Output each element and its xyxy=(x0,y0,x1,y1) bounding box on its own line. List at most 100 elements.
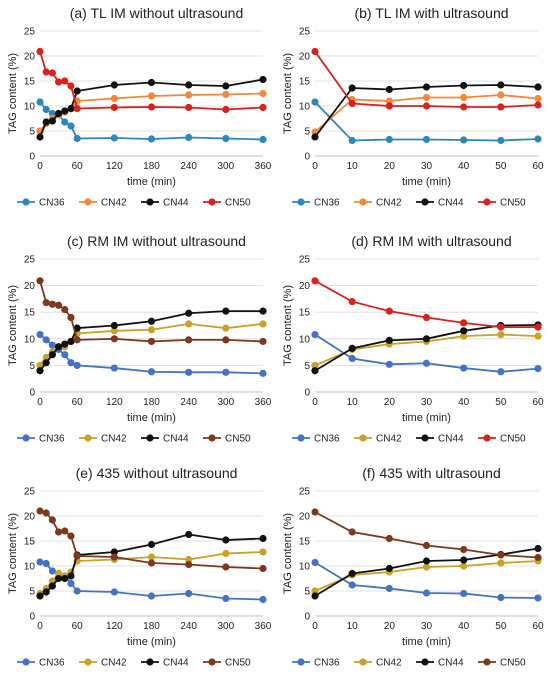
x-axis-label: time (min) xyxy=(402,176,451,188)
data-point-cn44 xyxy=(61,107,69,115)
x-tick-label: 120 xyxy=(106,621,123,632)
chart-panel-4: (d) RM IM with ultrasound 0 5 10 15 20 25 0 10 20… xyxy=(282,233,544,445)
y-tick-label: 20 xyxy=(299,512,311,523)
x-tick-label: 240 xyxy=(180,161,197,172)
legend-label: CN42 xyxy=(101,434,127,445)
y-tick-label: 0 xyxy=(29,152,35,163)
data-point-cn50 xyxy=(67,313,75,322)
data-point-cn50 xyxy=(385,534,393,543)
data-point-cn36 xyxy=(534,364,542,373)
legend-label: CN44 xyxy=(438,198,464,209)
x-tick-label: 120 xyxy=(106,161,123,172)
series-line-cn44 xyxy=(314,84,539,138)
legend-marker xyxy=(421,658,429,666)
legend-marker xyxy=(208,434,216,442)
y-tick-label: 15 xyxy=(299,537,311,548)
legend-marker xyxy=(146,198,154,206)
data-point-cn50 xyxy=(311,508,319,516)
data-point-cn42 xyxy=(422,93,431,102)
legend-marker xyxy=(84,434,92,442)
y-tick-label: 0 xyxy=(304,612,310,623)
data-point-cn36 xyxy=(222,594,230,603)
data-point-cn50 xyxy=(497,323,505,331)
data-point-cn36 xyxy=(259,369,267,377)
chart-panel-6: (f) 435 with ultrasound 0 5 10 15 20 25 0 10 20 30… xyxy=(282,465,544,669)
data-point-cn50 xyxy=(259,103,267,112)
data-point-cn36 xyxy=(36,98,44,106)
legend-marker xyxy=(208,198,216,206)
legend-marker xyxy=(483,198,491,206)
data-point-cn44 xyxy=(348,344,356,352)
data-point-cn50 xyxy=(222,336,230,344)
x-tick-label: 180 xyxy=(143,397,160,408)
data-point-cn42 xyxy=(147,553,156,561)
data-point-cn44 xyxy=(222,536,230,544)
data-point-cn42 xyxy=(422,563,431,571)
data-point-cn42 xyxy=(497,91,505,99)
data-point-cn50 xyxy=(61,527,69,535)
data-point-cn36 xyxy=(348,581,356,589)
y-tick-label: 5 xyxy=(29,361,35,372)
data-point-cn50 xyxy=(311,47,319,56)
data-point-cn44 xyxy=(67,104,75,113)
data-point-cn42 xyxy=(311,361,319,369)
data-point-cn42 xyxy=(534,332,542,340)
legend-marker xyxy=(146,434,154,442)
data-point-cn44 xyxy=(73,324,81,332)
data-point-cn44 xyxy=(185,309,193,317)
x-tick-label: 50 xyxy=(495,397,507,408)
x-tick-label: 180 xyxy=(143,621,160,632)
legend-label: CN36 xyxy=(39,434,65,445)
x-tick-label: 240 xyxy=(180,621,197,632)
y-axis-label: TAG content (%) xyxy=(282,285,294,366)
data-point-cn36 xyxy=(73,587,81,595)
data-point-cn44 xyxy=(348,569,356,578)
data-point-cn50 xyxy=(422,102,431,110)
y-tick-label: 25 xyxy=(24,27,36,38)
data-point-cn42 xyxy=(460,562,468,570)
data-point-cn36 xyxy=(36,558,44,566)
legend-label: CN36 xyxy=(39,198,65,209)
y-tick-label: 0 xyxy=(304,388,310,399)
data-point-cn44 xyxy=(534,544,542,553)
data-point-cn50 xyxy=(422,313,431,322)
data-point-cn50 xyxy=(385,102,393,110)
y-tick-label: 5 xyxy=(304,587,310,598)
legend-label: CN50 xyxy=(500,434,526,445)
x-tick-label: 10 xyxy=(347,161,359,172)
legend-label: CN42 xyxy=(376,198,402,209)
data-point-cn44 xyxy=(460,327,468,335)
data-point-cn50 xyxy=(259,337,267,346)
data-point-cn50 xyxy=(67,532,75,540)
data-point-cn36 xyxy=(67,122,75,130)
legend-label: CN44 xyxy=(163,198,189,209)
data-point-cn50 xyxy=(147,103,156,111)
legend-label: CN50 xyxy=(500,658,526,669)
data-point-cn44 xyxy=(36,367,44,375)
data-point-cn36 xyxy=(48,109,56,118)
data-point-cn50 xyxy=(222,563,230,571)
data-point-cn36 xyxy=(48,341,56,349)
chart-panel-5: (e) 435 without ultrasound 0 5 10 15 20 25 0 60 1… xyxy=(7,465,272,669)
x-tick-label: 0 xyxy=(37,161,43,172)
x-tick-label: 40 xyxy=(458,621,470,632)
x-tick-label: 300 xyxy=(217,161,234,172)
x-tick-label: 0 xyxy=(37,621,43,632)
x-tick-label: 10 xyxy=(347,397,359,408)
legend-marker xyxy=(22,198,30,206)
chart-title: (d) RM IM with ultrasound xyxy=(351,233,511,249)
x-tick-label: 0 xyxy=(312,161,318,172)
y-tick-label: 15 xyxy=(24,77,36,88)
data-point-cn44 xyxy=(147,78,156,87)
data-point-cn36 xyxy=(185,589,193,598)
data-point-cn42 xyxy=(222,324,230,332)
data-point-cn44 xyxy=(42,359,50,367)
data-point-cn36 xyxy=(222,134,230,143)
data-point-cn36 xyxy=(147,135,156,143)
y-tick-label: 5 xyxy=(29,587,35,598)
chart-title: (a) TL IM without ultrasound xyxy=(70,5,244,21)
legend-label: CN50 xyxy=(225,434,251,445)
data-point-cn50 xyxy=(42,68,50,76)
data-point-cn36 xyxy=(348,136,356,145)
data-point-cn42 xyxy=(222,549,230,558)
